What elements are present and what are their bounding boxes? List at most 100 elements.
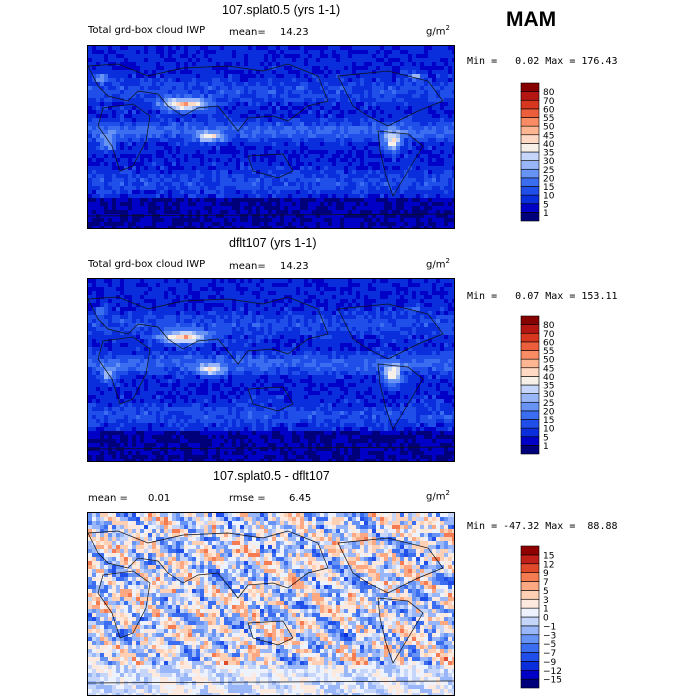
panel-1-colorbar-label-4: 20 xyxy=(543,174,555,184)
panel-3-colorbar-label-6: −1 xyxy=(543,622,556,632)
panel-1-colorbar-swatch-15 xyxy=(520,82,540,92)
panel-1-colorbar-label-6: 30 xyxy=(543,157,555,167)
panel-1-variable-label: Total grd-box cloud IWP xyxy=(88,25,206,36)
panel-2-colorbar-label-8: 40 xyxy=(543,373,555,383)
panel-3-colorbar-swatch-0 xyxy=(520,678,540,689)
panel-3-colorbar-swatch-2 xyxy=(520,661,540,671)
panel-1-colorbar: 1 5 10 15 20 25 30 35 40 45 50 55 60 70 80 xyxy=(520,82,580,223)
panel-2-units: g/m2 xyxy=(426,257,450,271)
panel-2-colorbar-swatch-11 xyxy=(520,350,540,360)
panel-1-colorbar-label-3: 15 xyxy=(543,183,554,193)
panel-1-colorbar-swatch-4 xyxy=(520,177,540,187)
panel-1-colorbar-swatch-1 xyxy=(520,203,540,213)
panel-1-colorbar-label-13: 70 xyxy=(543,97,555,107)
panel-3-colorbar-swatch-6 xyxy=(520,625,540,636)
panel-2-colorbar-label-3: 15 xyxy=(543,416,554,426)
panel-1-colorbar-label-11: 55 xyxy=(543,114,554,124)
panel-3-colorbar-swatch-11 xyxy=(520,581,540,591)
panel-2-colorbar-swatch-5 xyxy=(520,401,540,412)
panel-1-colorbar-label-12: 60 xyxy=(543,105,555,115)
panel-3-colorbar-label-11: 7 xyxy=(543,578,549,588)
panel-1-mean-label: mean= xyxy=(229,27,266,38)
panel-2-variable-label: Total grd-box cloud IWP xyxy=(88,259,206,270)
panel-2-colorbar-label-9: 45 xyxy=(543,364,554,374)
panel-3-colorbar-label-10: 5 xyxy=(543,587,549,597)
panel-1-colorbar-swatch-10 xyxy=(520,125,540,136)
panel-3-colorbar-swatch-7 xyxy=(520,616,540,627)
panel-3-title: 107.splat0.5 - dflt107 xyxy=(213,469,330,483)
panel-1-colorbar-swatch-12 xyxy=(520,108,540,118)
panel-3-colorbar-swatch-15 xyxy=(520,545,540,556)
panel-3-colorbar-label-2: −9 xyxy=(543,658,557,668)
panel-1-colorbar-label-7: 35 xyxy=(543,149,554,159)
panel-2-colorbar-swatch-15 xyxy=(520,315,540,325)
panel-3-colorbar: −15 −12 −9 −7 −5 −3 −1 0 1 3 5 7 9 12 15 xyxy=(520,545,580,691)
panel-1-colorbar-swatch-5 xyxy=(520,168,540,179)
panel-3-colorbar-label-12: 9 xyxy=(543,569,549,579)
panel-1-colorbar-label-10: 50 xyxy=(543,123,555,133)
panel-1-mean-value: 14.23 xyxy=(280,27,309,38)
panel-3-colorbar-label-14: 15 xyxy=(543,551,554,561)
panel-3-min-max: Min = -47.32 Max = 88.88 xyxy=(467,521,618,532)
panel-2-colorbar-swatch-4 xyxy=(520,410,540,420)
panel-1-colorbar-label-9: 45 xyxy=(543,131,554,141)
panel-2-colorbar-label-6: 30 xyxy=(543,390,555,400)
panel-2-colorbar-swatch-9 xyxy=(520,367,540,377)
panel-1-colorbar-swatch-9 xyxy=(520,134,540,144)
panel-1-colorbar-swatch-8 xyxy=(520,143,540,153)
panel-3-colorbar-swatch-9 xyxy=(520,598,540,609)
panel-3-colorbar-swatch-8 xyxy=(520,607,540,618)
panel-3-colorbar-label-3: −7 xyxy=(543,649,556,659)
panel-1-units: g/m2 xyxy=(426,24,450,38)
panel-3-colorbar-label-9: 3 xyxy=(543,596,549,606)
panel-1-colorbar-label-2: 10 xyxy=(543,192,555,202)
panel-2-mean-value: 14.23 xyxy=(280,261,309,272)
panel-3-colorbar-swatch-14 xyxy=(520,554,540,565)
panel-3-colorbar-label-5: −3 xyxy=(543,631,556,641)
panel-3-colorbar-swatch-1 xyxy=(520,669,540,680)
panel-1-map xyxy=(87,45,455,229)
panel-3-colorbar-swatch-12 xyxy=(520,572,540,582)
panel-2-min-max: Min = 0.07 Max = 153.11 xyxy=(467,291,618,302)
panel-1-title: 107.splat0.5 (yrs 1-1) xyxy=(222,3,341,17)
panel-3-map xyxy=(87,512,455,696)
panel-1-colorbar-swatch-7 xyxy=(520,151,540,161)
panel-2-colorbar-swatch-3 xyxy=(520,419,540,429)
panel-1-colorbar-swatch-11 xyxy=(520,117,540,127)
panel-2-colorbar-swatch-13 xyxy=(520,332,540,343)
panel-1-colorbar-label-1: 5 xyxy=(543,200,549,210)
panel-2-colorbar-swatch-6 xyxy=(520,393,540,403)
panel-1-min-max: Min = 0.02 Max = 176.43 xyxy=(467,56,618,67)
season-label: MAM xyxy=(506,8,557,31)
panel-2-colorbar-label-4: 20 xyxy=(543,407,555,417)
panel-1-colorbar-swatch-6 xyxy=(520,160,540,170)
panel-3-mean-value: 0.01 xyxy=(148,493,171,504)
panel-2-colorbar-label-7: 35 xyxy=(543,382,554,392)
panel-2-colorbar-swatch-14 xyxy=(520,324,540,334)
panel-1-colorbar-swatch-3 xyxy=(520,186,540,196)
panel-2-colorbar-swatch-2 xyxy=(520,427,540,438)
panel-3-colorbar-label-13: 12 xyxy=(543,560,554,570)
panel-2-colorbar-swatch-7 xyxy=(520,384,540,394)
panel-1-colorbar-swatch-0 xyxy=(520,212,540,222)
panel-1-colorbar-swatch-13 xyxy=(520,99,540,110)
panel-2-mean-label: mean= xyxy=(229,261,266,272)
panel-1-colorbar-label-8: 40 xyxy=(543,140,555,150)
panel-2-title: dflt107 (yrs 1-1) xyxy=(229,236,317,250)
panel-3-rmse-value: 6.45 xyxy=(289,493,312,504)
panel-2-colorbar-label-14: 80 xyxy=(543,321,555,331)
panel-3-colorbar-swatch-10 xyxy=(520,590,540,600)
panel-1-colorbar-label-5: 25 xyxy=(543,166,554,176)
panel-3-colorbar-swatch-13 xyxy=(520,563,540,573)
panel-3-rmse-label: rmse = xyxy=(229,493,266,504)
panel-3-colorbar-label-8: 1 xyxy=(543,605,549,615)
panel-2-colorbar-label-2: 10 xyxy=(543,425,555,435)
panel-3-colorbar-label-0: −15 xyxy=(543,676,562,686)
panel-1-colorbar-swatch-2 xyxy=(520,194,540,205)
panel-2-colorbar-swatch-0 xyxy=(520,445,540,455)
panel-2-colorbar-label-12: 60 xyxy=(543,338,555,348)
panel-2-colorbar-label-0: 1 xyxy=(543,442,549,452)
panel-2-colorbar: 1 5 10 15 20 25 30 35 40 45 50 55 60 70 80 xyxy=(520,315,580,456)
panel-2-colorbar-label-13: 70 xyxy=(543,330,555,340)
panel-2-colorbar-label-10: 50 xyxy=(543,356,555,366)
